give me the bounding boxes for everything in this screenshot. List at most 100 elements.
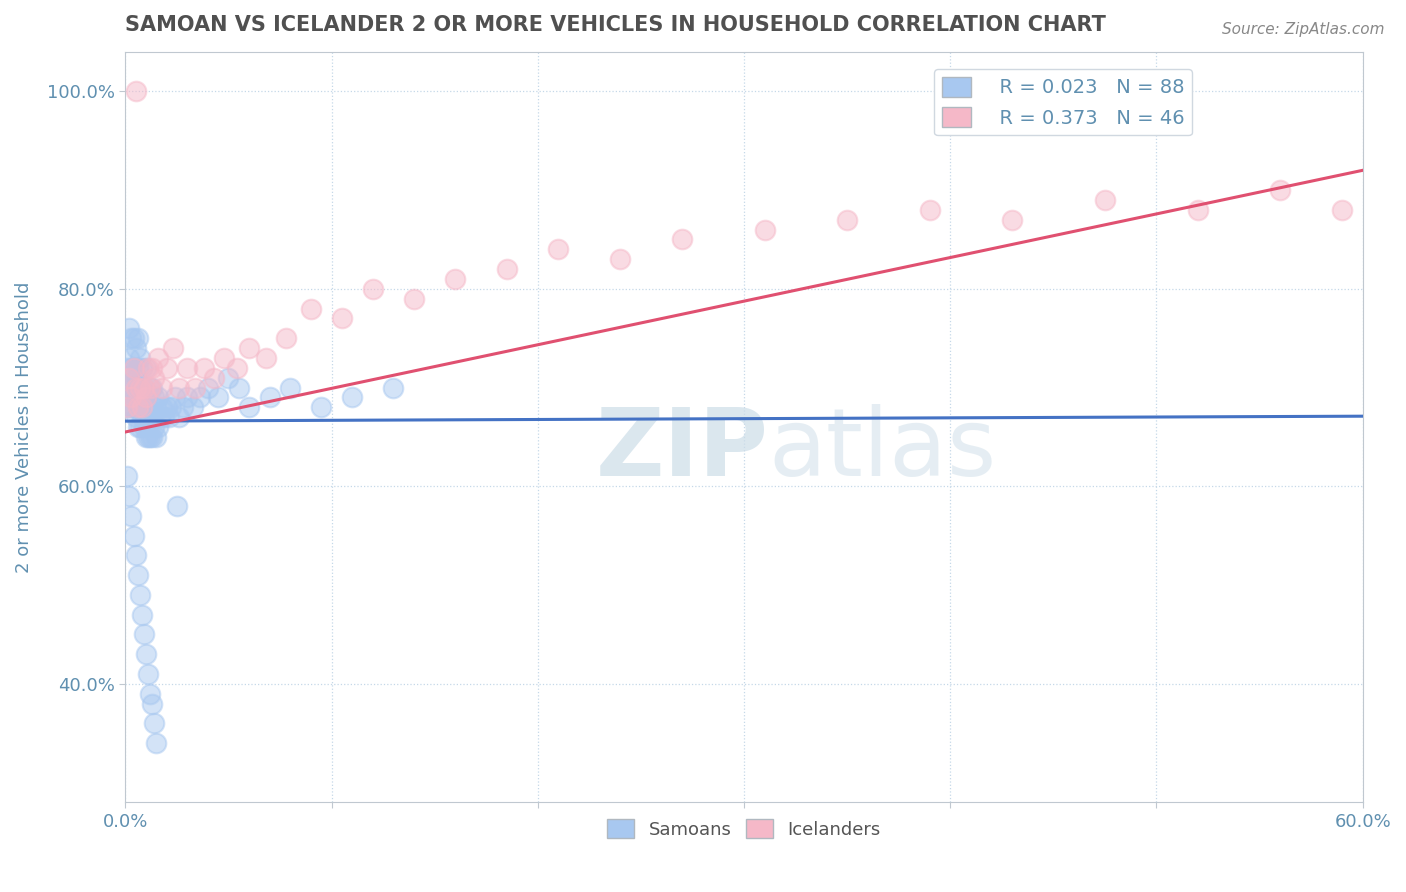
Text: atlas: atlas [769,403,997,496]
Point [128,401,150,415]
Point [117,401,139,415]
Point [155,360,177,375]
Point [1330,202,1353,217]
Point [167,410,190,425]
Point [157,410,180,425]
Point [167,380,190,394]
Point [121,391,143,405]
Point [141,697,163,711]
Point [141,430,163,444]
Point [121,360,143,375]
Point [238,341,260,355]
Point [145,401,167,415]
Point [121,331,143,345]
Point [124,341,146,355]
Y-axis label: 2 or more Vehicles in Household: 2 or more Vehicles in Household [15,281,32,573]
Point [172,401,194,415]
Point [254,351,277,365]
Point [238,401,260,415]
Point [166,499,188,513]
Point [128,380,150,394]
Point [124,84,146,98]
Point [121,508,143,523]
Point [124,380,146,394]
Point [207,391,229,405]
Point [184,380,207,394]
Point [141,380,163,394]
Point [1094,193,1116,207]
Point [276,331,298,345]
Point [139,687,162,701]
Point [176,391,198,405]
Point [918,202,941,217]
Point [139,380,162,394]
Point [132,401,155,415]
Point [127,420,149,434]
Point [131,401,153,415]
Point [118,351,141,365]
Point [382,380,405,394]
Point [124,549,146,563]
Point [135,430,157,444]
Point [121,401,143,415]
Point [127,401,149,415]
Point [128,588,150,602]
Point [128,380,150,394]
Point [153,410,176,425]
Point [124,370,146,384]
Point [148,351,170,365]
Point [340,391,363,405]
Point [127,401,149,415]
Point [121,380,143,394]
Point [122,529,145,543]
Point [122,360,145,375]
Point [1268,183,1291,197]
Point [176,360,198,375]
Point [159,401,181,415]
Point [145,430,167,444]
Point [547,243,569,257]
Point [228,380,250,394]
Point [117,401,139,415]
Point [149,410,172,425]
Point [225,360,247,375]
Point [202,370,225,384]
Point [135,391,157,405]
Point [152,401,174,415]
Point [1001,212,1024,227]
Point [117,360,139,375]
Point [136,401,159,415]
Point [155,401,177,415]
Point [162,341,184,355]
Point [163,391,186,405]
Point [259,391,281,405]
Point [139,380,162,394]
Point [141,360,163,375]
Point [835,212,858,227]
Point [148,391,170,405]
Point [118,489,141,503]
Point [214,351,236,365]
Point [118,370,141,384]
Point [143,716,166,731]
Point [139,430,162,444]
Point [135,391,157,405]
Point [122,360,145,375]
Point [143,391,166,405]
Point [122,401,145,415]
Point [188,391,211,405]
Point [1187,202,1209,217]
Point [127,360,149,375]
Point [135,647,157,661]
Point [132,420,155,434]
Point [148,420,170,434]
Point [671,232,693,246]
Point [124,391,146,405]
Point [754,222,776,236]
Point [495,262,517,277]
Point [141,410,163,425]
Point [143,370,166,384]
Point [132,380,155,394]
Point [127,380,149,394]
Point [117,469,139,483]
